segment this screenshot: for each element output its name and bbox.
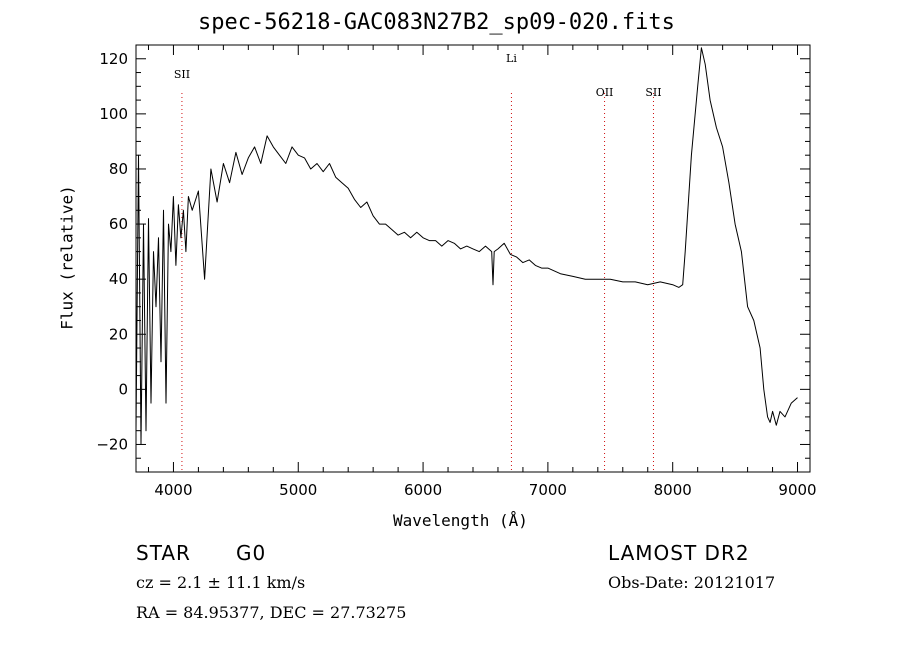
- spectral-line-label: SII: [645, 86, 661, 99]
- redshift-velocity: cz = 2.1 ± 11.1 km/s: [136, 573, 306, 592]
- survey-name: LAMOST DR2: [608, 541, 750, 565]
- x-tick-label: 6000: [404, 481, 442, 499]
- x-tick-label: 8000: [654, 481, 692, 499]
- spectrum-line: [135, 47, 798, 445]
- observation-date: Obs-Date: 20121017: [608, 573, 776, 592]
- x-tick-label: 9000: [778, 481, 816, 499]
- x-axis-label: Wavelength (Å): [393, 511, 528, 530]
- y-tick-label: 20: [109, 325, 128, 343]
- y-axis-label: Flux (relative): [57, 185, 77, 330]
- y-tick-label: 100: [99, 105, 128, 123]
- y-tick-label: 40: [109, 270, 128, 288]
- y-tick-label: 0: [118, 380, 128, 398]
- object-subclass: G0: [236, 541, 267, 565]
- chart-title: spec-56218-GAC083N27B2_sp09-020.fits: [198, 10, 675, 35]
- y-tick-label: −20: [96, 435, 128, 453]
- x-tick-label: 7000: [529, 481, 567, 499]
- coordinates: RA = 84.95377, DEC = 27.73275: [136, 603, 407, 622]
- object-type: STAR: [136, 541, 191, 565]
- x-tick-label: 4000: [154, 481, 192, 499]
- spectral-line-label: Li: [506, 52, 517, 65]
- spectral-line-label: OII: [596, 86, 614, 99]
- y-tick-label: 60: [109, 215, 128, 233]
- y-tick-label: 80: [109, 160, 128, 178]
- x-tick-label: 5000: [279, 481, 317, 499]
- y-tick-label: 120: [99, 50, 128, 68]
- spectral-line-label: SII: [174, 68, 190, 81]
- plot-frame: [135, 44, 811, 473]
